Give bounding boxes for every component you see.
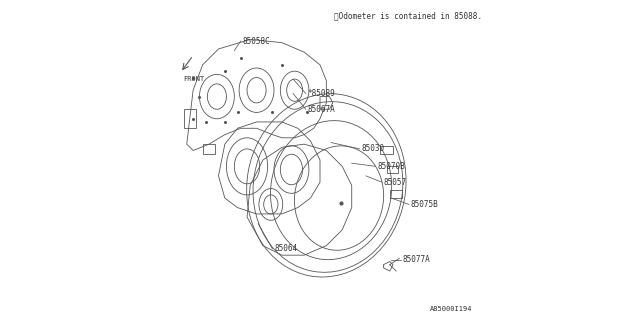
Text: 85067A: 85067A	[307, 105, 335, 114]
Text: A85000I194: A85000I194	[430, 306, 472, 312]
Text: 85077A: 85077A	[403, 255, 430, 264]
Text: 85070B: 85070B	[377, 162, 405, 171]
Text: FRONT: FRONT	[184, 76, 205, 82]
Text: 85030: 85030	[361, 144, 385, 153]
Text: 85057: 85057	[383, 178, 406, 187]
Text: 85058C: 85058C	[243, 36, 270, 45]
Text: 85064: 85064	[274, 244, 297, 253]
Text: 85075B: 85075B	[410, 200, 438, 209]
Text: *85089: *85089	[307, 89, 335, 98]
Text: ※Odometer is contained in 85088.: ※Odometer is contained in 85088.	[334, 11, 483, 20]
